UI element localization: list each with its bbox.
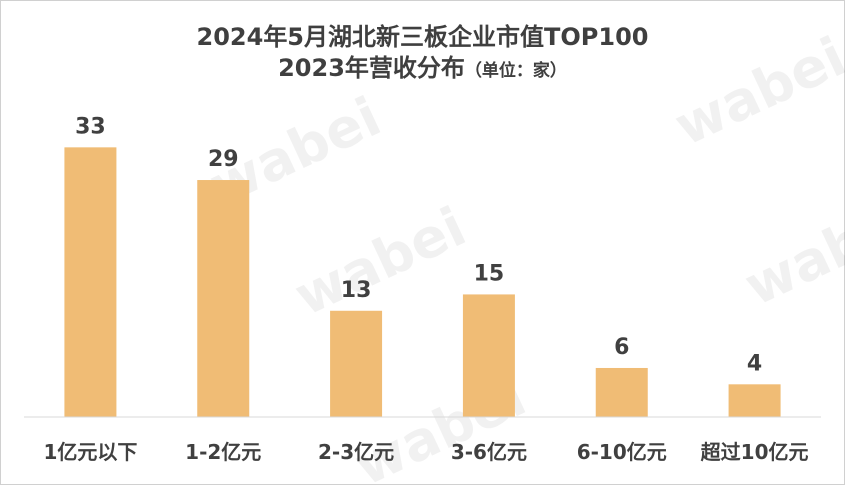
chart-title: 2024年5月湖北新三板企业市值TOP100 2023年营收分布（单位：家） <box>0 22 845 87</box>
chart-title-line1: 2024年5月湖北新三板企业市值TOP100 <box>196 23 649 51</box>
category-label-5: 超过10亿元 <box>700 440 809 464</box>
chart-title-line2: 2023年营收分布（单位：家） <box>0 53 845 87</box>
bar-2 <box>330 310 383 417</box>
category-label-1: 1-2亿元 <box>185 440 261 464</box>
bar-0 <box>64 147 117 418</box>
data-label-4: 6 <box>614 335 629 360</box>
bar-4 <box>595 367 648 417</box>
data-label-0: 33 <box>75 114 106 139</box>
category-label-4: 6-10亿元 <box>577 440 667 464</box>
bar-chart: 33 1亿元以下 29 1-2亿元 13 2-3亿元 15 3-6亿元 6 6-10亿元 4 超过10… <box>24 114 821 464</box>
bar-3 <box>462 294 515 417</box>
category-label-3: 3-6亿元 <box>451 440 527 464</box>
unit-note: （单位：家） <box>464 61 567 81</box>
category-label-2: 2-3亿元 <box>318 440 394 464</box>
bar-1 <box>197 180 250 417</box>
bars-group: 33 1亿元以下 29 1-2亿元 13 2-3亿元 15 3-6亿元 6 6-10亿元 4 超过10… <box>43 114 808 464</box>
bar-5 <box>728 384 781 417</box>
category-label-0: 1亿元以下 <box>43 440 137 464</box>
data-label-5: 4 <box>747 351 762 376</box>
chart-subtitle: 2023年营收分布 <box>278 54 465 82</box>
data-label-2: 13 <box>341 278 372 303</box>
data-label-3: 15 <box>474 261 505 286</box>
data-label-1: 29 <box>208 147 239 172</box>
